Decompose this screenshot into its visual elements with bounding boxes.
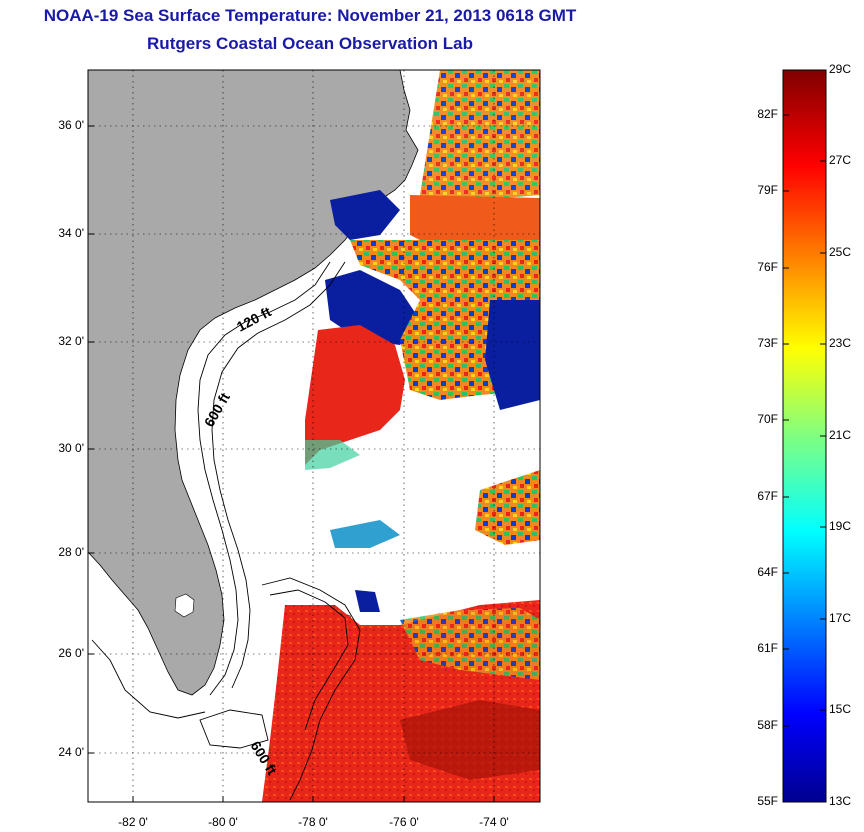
- colorbar-c-label: 25C: [829, 245, 852, 259]
- land-southeast-us: [88, 70, 419, 696]
- lat-tick-label: 36 0': [58, 118, 84, 132]
- colorbar-ticks: [783, 69, 826, 727]
- lat-tick-label: 26 0': [58, 646, 84, 660]
- contour-cuba: [199, 709, 269, 749]
- lat-tick-label: 30 0': [58, 441, 84, 455]
- sst-swath-south-mix: [400, 608, 540, 680]
- colorbar-f-label: 61F: [757, 641, 778, 655]
- colorbar-c-label: 23C: [829, 336, 852, 350]
- colorbar-f-label: 58F: [757, 718, 778, 732]
- colorbar-f-label: 67F: [757, 489, 778, 503]
- lake-okeechobee: [174, 593, 195, 618]
- lon-tick-label: -80 0': [208, 815, 238, 829]
- contour-bahamas-inner: [269, 589, 349, 731]
- sst-swath-gulfstream-cyan: [305, 440, 360, 470]
- map-title: NOAA-19 Sea Surface Temperature: Novembe…: [43, 6, 577, 25]
- lat-tick-label: 32 0': [58, 334, 84, 348]
- contour-keys: [91, 639, 206, 719]
- grid: [88, 70, 540, 802]
- map-subtitle: Rutgers Coastal Ocean Observation Lab: [147, 34, 473, 53]
- contour-600ft: [211, 261, 346, 689]
- colorbar: [782, 69, 827, 803]
- lon-tick-label: -76 0': [389, 815, 419, 829]
- colorbar-c-label: 29C: [829, 62, 852, 76]
- colorbar-f-label: 70F: [757, 412, 778, 426]
- sst-swath-mid-cold: [325, 270, 420, 345]
- lon-tick-label: -78 0': [298, 815, 328, 829]
- colorbar-c-label: 17C: [829, 611, 852, 625]
- colorbar-f-label: 73F: [757, 336, 778, 350]
- lon-tick-label: -74 0': [479, 815, 509, 829]
- sst-swath-south-dark: [400, 700, 540, 780]
- sst-patch-east: [475, 470, 540, 545]
- sst-swath-midnorth: [410, 195, 540, 250]
- sst-patch-mid: [330, 520, 400, 548]
- colorbar-f-label: 79F: [757, 183, 778, 197]
- bathymetry-contours: [91, 261, 361, 801]
- colorbar-c-label: 13C: [829, 794, 852, 808]
- sst-swath-north-cold: [330, 190, 400, 240]
- colorbar-c-label: 21C: [829, 428, 852, 442]
- sst-swath-gulfstream: [305, 325, 405, 465]
- lon-tick-label: -82 0': [118, 815, 148, 829]
- contour-120ft: [197, 261, 331, 696]
- lat-tick-label: 24 0': [58, 745, 84, 759]
- tick-marks: [88, 125, 495, 802]
- colorbar-f-label: 82F: [757, 107, 778, 121]
- sst-patch-south-cold: [355, 590, 380, 612]
- colorbar-f-label: 64F: [757, 565, 778, 579]
- colorbar-c-label: 19C: [829, 519, 852, 533]
- colorbar-f-label: 55F: [757, 794, 778, 808]
- lat-tick-label: 34 0': [58, 226, 84, 240]
- colorbar-f-label: 76F: [757, 260, 778, 274]
- sst-swath-north: [420, 70, 540, 205]
- contour-bahamas: [261, 577, 361, 801]
- plot-border: [87, 69, 541, 803]
- sst-swath-mid-coldeast: [485, 300, 540, 410]
- colorbar-c-label: 27C: [829, 153, 852, 167]
- lat-tick-label: 28 0': [58, 545, 84, 559]
- colorbar-c-label: 15C: [829, 702, 852, 716]
